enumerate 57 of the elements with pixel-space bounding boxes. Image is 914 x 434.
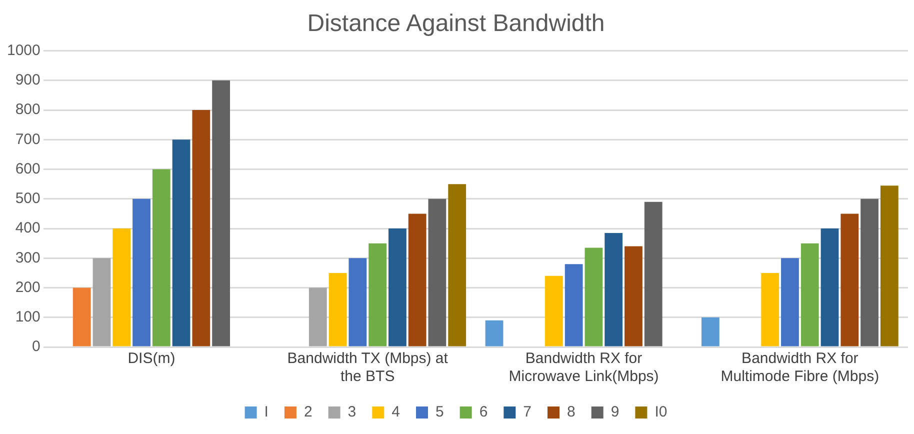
x-tick-label: Bandwidth TX (Mbps) at the BTS <box>287 350 449 386</box>
bar <box>112 228 131 346</box>
bar <box>761 272 780 346</box>
y-tick-label: 300 <box>15 249 40 266</box>
bar <box>428 198 446 346</box>
y-tick-label: 600 <box>15 160 40 178</box>
chart-title: Distance Against Bandwidth <box>307 10 605 38</box>
legend-label: 7 <box>523 404 532 421</box>
x-tick-label: Bandwidth RX for Microwave Link(Mbps) <box>508 350 659 386</box>
y-tick-label: 1000 <box>6 42 40 59</box>
bar <box>584 248 603 346</box>
bar <box>624 246 642 346</box>
bar <box>448 184 466 346</box>
bar <box>192 110 210 346</box>
bar <box>408 214 426 346</box>
y-tick-label: 700 <box>15 130 40 148</box>
bar <box>781 258 799 346</box>
x-tick-label: DIS(m) <box>128 350 176 368</box>
bar <box>388 228 406 346</box>
legend-label: 5 <box>435 404 444 421</box>
bar <box>72 288 91 346</box>
y-tick-label: 500 <box>15 190 40 208</box>
bar <box>840 214 859 346</box>
legend-label: 4 <box>392 404 400 421</box>
legend-label: 6 <box>479 404 488 421</box>
bar <box>212 80 230 346</box>
bar <box>564 264 583 346</box>
bar <box>860 198 878 346</box>
bar <box>308 288 327 346</box>
bar <box>328 272 347 346</box>
legend-label: 9 <box>610 404 620 421</box>
bar <box>485 320 504 346</box>
bar <box>644 202 662 346</box>
bar <box>132 198 150 346</box>
legend-label: 2 <box>304 404 312 421</box>
legend-label: 3 <box>348 404 356 421</box>
bar <box>544 276 563 346</box>
y-tick-label: 0 <box>32 338 40 356</box>
legend-label: I0 <box>654 404 668 421</box>
bar <box>368 243 386 346</box>
y-tick-label: 900 <box>15 72 40 89</box>
y-tick-label: 800 <box>15 101 40 118</box>
bar <box>152 169 170 346</box>
y-tick-label: 400 <box>15 220 40 237</box>
legend-label: 8 <box>567 404 576 421</box>
bar <box>701 317 720 346</box>
y-tick-label: 200 <box>15 278 40 296</box>
x-tick-label: Bandwidth RX for Multimode Fibre (Mbps) <box>720 350 880 386</box>
legend-label: I <box>264 404 268 421</box>
bar <box>880 186 898 346</box>
bar <box>604 232 623 346</box>
bar <box>172 140 190 346</box>
bar <box>348 258 367 346</box>
bar <box>820 228 839 346</box>
bar <box>800 243 819 346</box>
bar <box>92 258 111 346</box>
y-tick-label: 100 <box>15 308 40 326</box>
